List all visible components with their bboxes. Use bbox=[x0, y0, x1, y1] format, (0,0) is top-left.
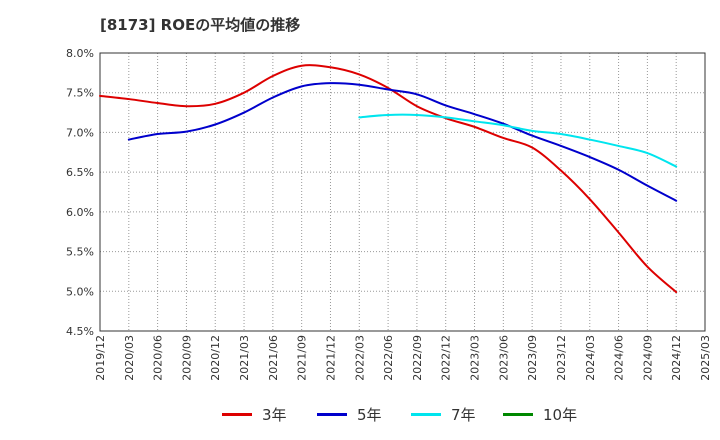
x-tick-label: 2022/03 bbox=[353, 335, 366, 381]
x-tick-label: 2025/03 bbox=[699, 335, 712, 381]
x-tick-label: 2022/09 bbox=[411, 335, 424, 381]
legend-line-10y bbox=[503, 413, 533, 416]
y-tick-label: 6.5% bbox=[66, 166, 94, 179]
legend-label-5y: 5年 bbox=[357, 406, 382, 424]
x-tick-label: 2021/03 bbox=[238, 335, 251, 381]
y-tick-label: 7.0% bbox=[66, 126, 94, 139]
x-tick-label: 2022/12 bbox=[440, 335, 453, 381]
x-tick-label: 2023/09 bbox=[526, 335, 539, 381]
x-tick-label: 2020/12 bbox=[209, 335, 222, 381]
y-tick-label: 8.0% bbox=[66, 47, 94, 60]
x-tick-label: 2021/09 bbox=[296, 335, 309, 381]
x-tick-label: 2020/03 bbox=[123, 335, 136, 381]
x-tick-label: 2023/03 bbox=[469, 335, 482, 381]
y-tick-label: 7.5% bbox=[66, 87, 94, 100]
series-line-5y bbox=[127, 82, 678, 202]
x-tick-label: 2022/06 bbox=[382, 335, 395, 381]
x-tick-label: 2020/06 bbox=[152, 335, 165, 381]
x-tick-label: 2024/12 bbox=[670, 335, 683, 381]
legend: 3年 5年 7年 10年 bbox=[0, 402, 720, 426]
y-tick-label: 6.0% bbox=[66, 206, 94, 219]
x-tick-label: 2021/06 bbox=[267, 335, 280, 381]
series-line-7y bbox=[358, 113, 678, 168]
x-tick-label: 2021/12 bbox=[324, 335, 337, 381]
x-tick-label: 2024/03 bbox=[584, 335, 597, 381]
x-tick-label: 2024/06 bbox=[613, 335, 626, 381]
x-tick-label: 2019/12 bbox=[94, 335, 107, 381]
legend-label-10y: 10年 bbox=[543, 406, 578, 424]
y-tick-label: 4.5% bbox=[66, 325, 94, 338]
y-tick-label: 5.0% bbox=[66, 285, 94, 298]
plot-frame bbox=[99, 52, 706, 332]
legend-line-7y bbox=[411, 413, 441, 416]
legend-label-7y: 7年 bbox=[451, 406, 476, 424]
legend-line-3y bbox=[222, 413, 252, 416]
x-tick-label: 2024/09 bbox=[641, 335, 654, 381]
x-tick-label: 2023/06 bbox=[497, 335, 510, 381]
chart-title: [8173] ROEの平均値の推移 bbox=[100, 16, 301, 34]
series-line-3y bbox=[99, 64, 678, 294]
legend-line-5y bbox=[317, 413, 347, 416]
x-tick-label: 2020/09 bbox=[180, 335, 193, 381]
x-tick-label: 2023/12 bbox=[555, 335, 568, 381]
y-tick-label: 5.5% bbox=[66, 246, 94, 259]
legend-label-3y: 3年 bbox=[262, 406, 287, 424]
